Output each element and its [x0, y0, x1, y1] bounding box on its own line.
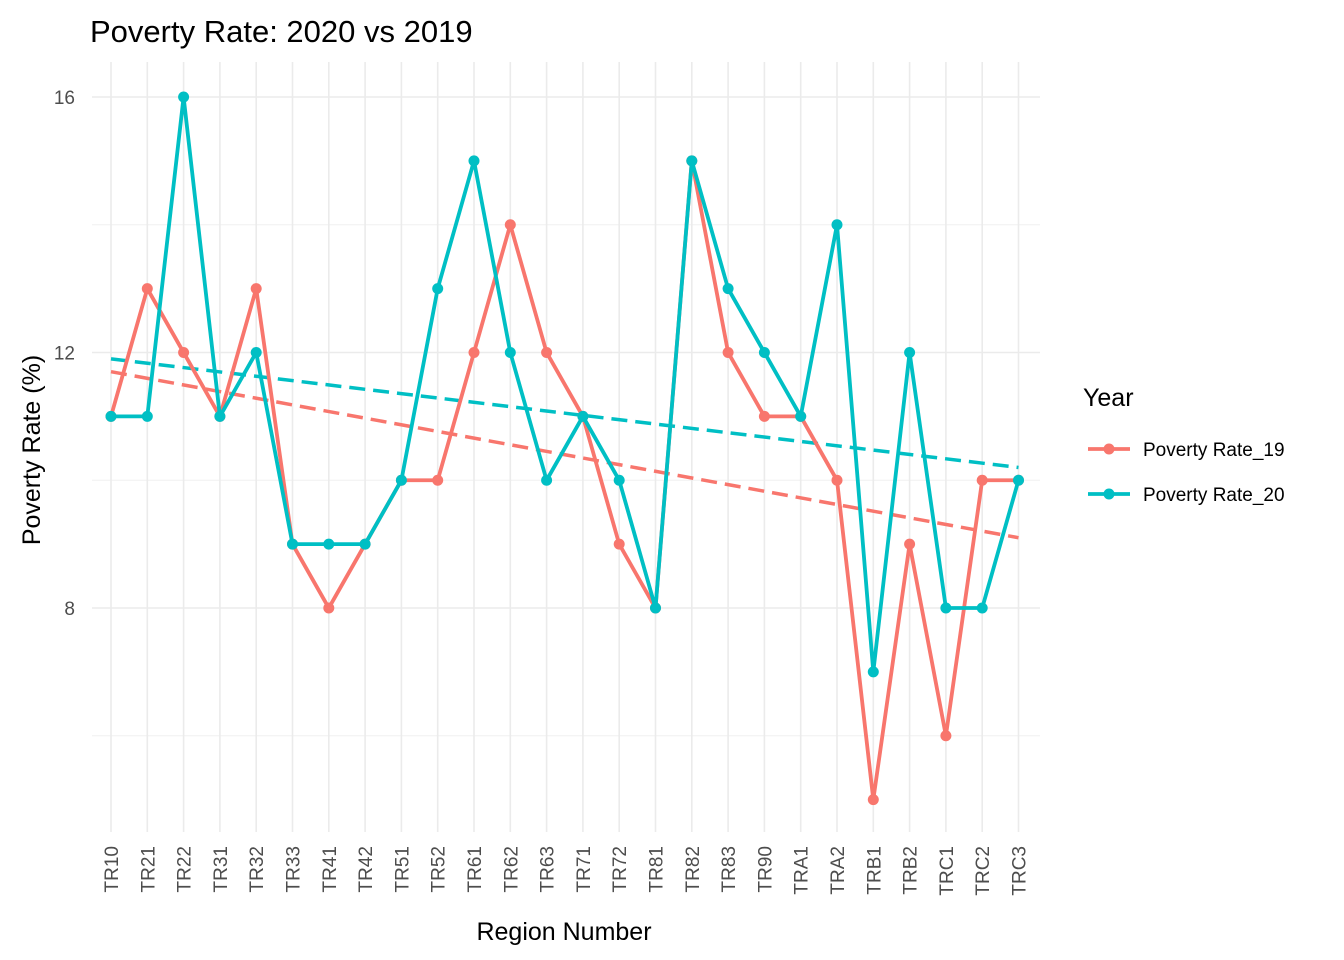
series-1-point-TR22 — [178, 91, 190, 103]
series-1-point-TR90 — [758, 347, 770, 358]
series-0-point-TR72 — [613, 538, 625, 550]
legend: Year Poverty Rate_19 Poverty Rate_20 — [1083, 384, 1285, 506]
series-1-point-TR61 — [468, 155, 480, 167]
x-tick-label-TR72: TR72 — [610, 846, 631, 892]
series-1-point-TR33 — [287, 538, 298, 550]
legend-key-point-1 — [1103, 488, 1115, 500]
x-tick-label-TRA2: TRA2 — [828, 846, 849, 895]
x-tick-labels: TR10 TR21 TR22 TR31 TR32 TR33 TR41 TR42 TR51 TR52… — [102, 846, 1031, 896]
series-1-point-TRB1 — [867, 666, 879, 678]
series-0-point-TRB1 — [867, 794, 879, 806]
series-1-point-TR62 — [504, 347, 516, 358]
x-tick-label-TRC3: TRC3 — [1010, 846, 1031, 896]
series-0-point-TR83 — [722, 347, 734, 358]
x-axis-title: Region Number — [476, 918, 651, 946]
x-tick-label-TR90: TR90 — [755, 846, 776, 892]
y-tick-label-12: 12 — [54, 344, 75, 365]
legend-items: Poverty Rate_19 Poverty Rate_20 — [1088, 440, 1285, 506]
series-0-point-TR61 — [468, 347, 480, 358]
series-0-point-TR32 — [250, 283, 262, 295]
series-0-point-TR41 — [323, 602, 335, 614]
x-tick-label-TR32: TR32 — [247, 846, 268, 892]
series-1-point-TRC2 — [976, 602, 988, 614]
series-0-point-TR22 — [178, 347, 190, 358]
series-1-point-TR71 — [577, 410, 589, 422]
x-tick-label-TR33: TR33 — [284, 846, 305, 892]
series-1-point-TR31 — [214, 410, 226, 422]
x-tick-label-TR10: TR10 — [102, 846, 123, 892]
x-tick-label-TR61: TR61 — [465, 846, 486, 892]
series-0-point-TR63 — [541, 347, 553, 358]
y-tick-label-16: 16 — [54, 88, 75, 109]
x-tick-label-TR52: TR52 — [429, 846, 450, 892]
series-1-point-TR41 — [323, 538, 335, 550]
legend-key-point-0 — [1103, 443, 1115, 455]
grid-layer — [92, 62, 1040, 832]
series-layer — [105, 91, 1024, 806]
series-0-point-TR90 — [758, 410, 770, 422]
chart-title: Poverty Rate: 2020 vs 2019 — [90, 14, 473, 49]
series-0-point-TR21 — [141, 283, 153, 295]
series-1-point-TR21 — [141, 410, 153, 422]
series-1-point-TR63 — [541, 474, 553, 486]
legend-label-0: Poverty Rate_19 — [1143, 440, 1285, 461]
legend-label-1: Poverty Rate_20 — [1143, 485, 1285, 506]
series-1-point-TR81 — [650, 602, 661, 614]
x-tick-label-TR31: TR31 — [211, 846, 232, 892]
y-tick-label-8: 8 — [64, 599, 75, 620]
series-0-point-TRA2 — [831, 474, 843, 486]
series-0-point-TRB2 — [904, 538, 916, 550]
series-0-point-TR52 — [432, 474, 444, 486]
series-1-point-TRA2 — [831, 219, 843, 231]
x-tick-label-TR81: TR81 — [647, 846, 668, 892]
x-tick-label-TRC1: TRC1 — [937, 846, 958, 896]
x-tick-label-TRB2: TRB2 — [901, 846, 922, 895]
legend-title: Year — [1083, 384, 1134, 412]
series-line-1 — [111, 95, 1021, 674]
x-tick-label-TR63: TR63 — [538, 846, 559, 892]
x-tick-label-TR21: TR21 — [138, 846, 159, 892]
y-tick-labels: 8 12 16 — [54, 88, 75, 620]
trend-line-0 — [110, 369, 1019, 540]
x-tick-label-TR51: TR51 — [392, 846, 413, 892]
x-tick-label-TR83: TR83 — [719, 846, 740, 892]
series-line-0 — [109, 158, 1019, 802]
x-tick-label-TR62: TR62 — [501, 846, 522, 892]
series-0-point-TRC1 — [940, 730, 952, 742]
x-tick-label-TRC2: TRC2 — [973, 846, 994, 896]
series-1-point-TR32 — [250, 347, 262, 358]
series-1-point-TR42 — [359, 538, 371, 550]
series-1-point-TRB2 — [904, 347, 916, 358]
x-tick-label-TR41: TR41 — [320, 846, 341, 892]
series-1-point-TR52 — [432, 283, 444, 295]
x-tick-label-TR71: TR71 — [574, 846, 595, 892]
series-1-point-TR51 — [395, 474, 407, 486]
x-tick-label-TR22: TR22 — [175, 846, 196, 892]
series-1-point-TRA1 — [795, 410, 807, 422]
series-1-point-TRC1 — [940, 602, 952, 614]
series-1-point-TR72 — [613, 474, 625, 486]
series-0-point-TR62 — [504, 219, 516, 231]
y-axis-title: Poverty Rate (%) — [18, 355, 46, 545]
series-1-point-TR10 — [105, 410, 117, 422]
x-tick-label-TRA1: TRA1 — [792, 846, 813, 895]
series-1-point-TR82 — [686, 155, 698, 167]
series-0-point-TRC2 — [976, 474, 988, 486]
x-tick-label-TRB1: TRB1 — [864, 846, 885, 895]
series-1-point-TRC3 — [1013, 474, 1024, 486]
x-tick-label-TR82: TR82 — [683, 846, 704, 892]
x-tick-label-TR42: TR42 — [356, 846, 377, 892]
series-1-point-TR83 — [722, 283, 734, 295]
